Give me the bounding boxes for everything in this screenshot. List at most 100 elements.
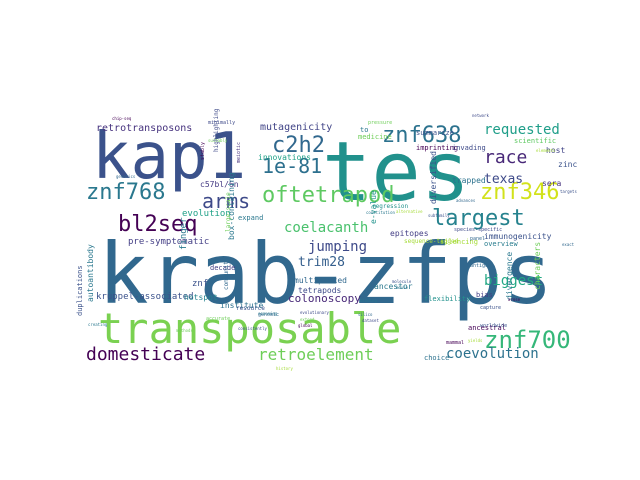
cloud-word: autoantibody (86, 244, 95, 302)
cloud-word: institute (220, 301, 264, 310)
cloud-word: texas (484, 172, 523, 187)
cloud-word: to (360, 126, 368, 134)
cloud-word: host (546, 146, 565, 155)
cloud-word: alternative (396, 209, 423, 214)
cloud-word: requested (484, 122, 560, 138)
cloud-word: yields (468, 338, 483, 343)
cloud-word: species-specific (454, 227, 502, 233)
cloud-word: duplications (76, 265, 84, 316)
cloud-word: exact (562, 242, 575, 247)
cloud-word: meiotic (236, 142, 242, 163)
cloud-word: ancestor (374, 282, 413, 291)
cloud-word: highlighting (213, 108, 220, 152)
cloud-word: epitopes (390, 229, 429, 238)
cloud-word: mutagenicity (260, 122, 332, 133)
cloud-word: largest (432, 206, 525, 231)
cloud-word: trapped (452, 176, 486, 185)
cloud-word: biggest (484, 273, 543, 289)
cloud-word: oftetrapod (262, 183, 394, 208)
cloud-word: stably (200, 142, 206, 160)
cloud-word: coevolution (446, 346, 539, 362)
cloud-word: community (223, 257, 230, 290)
cloud-word: genomic (258, 312, 279, 318)
cloud-word: znf346 (480, 180, 559, 205)
cloud-word: extend (300, 317, 315, 322)
cloud-word: znf (192, 279, 208, 289)
cloud-word: evolution (182, 209, 231, 219)
cloud-word: mouse (396, 285, 409, 290)
cloud-word: scanning (258, 311, 278, 316)
cloud-word: innovations (258, 153, 311, 162)
cloud-word: box-containing (227, 172, 236, 240)
cloud-word: creating (88, 322, 108, 327)
cloud-word: expand (238, 214, 263, 222)
cloud-word: retroelement (258, 345, 374, 364)
cloud-word: antigen (470, 263, 491, 269)
cloud-word: advances (456, 198, 476, 203)
cloud-word: consistently (238, 326, 267, 331)
cloud-word: divergence (505, 252, 514, 300)
cloud-word: genetics (116, 174, 136, 179)
cloud-word: network (472, 113, 489, 118)
cloud-word: large-scale (225, 192, 232, 232)
cloud-word: coelacanth (284, 220, 368, 236)
cloud-word: tetrapods (298, 286, 342, 295)
cloud-word: dataset (362, 318, 379, 323)
cloud-word: worldwide (480, 323, 507, 329)
cloud-word: choice (424, 354, 449, 362)
cloud-word: methods (176, 328, 193, 333)
cloud-word: diversified (429, 151, 438, 204)
cloud-word: characters (533, 242, 542, 290)
cloud-word: znf768 (86, 180, 165, 205)
cloud-word: silencing (440, 238, 478, 246)
cloud-word: race (484, 147, 527, 168)
cloud-word: colonoscopy (288, 292, 361, 305)
cloud-word: panel (470, 236, 485, 242)
cloud-word: resource (236, 305, 265, 312)
cloud-word: mammal (446, 340, 464, 346)
cloud-word: znf700 (484, 326, 571, 354)
cloud-word: pressure (368, 120, 392, 126)
cloud-word: ancestral (468, 324, 506, 332)
cloud-word: transposable (98, 304, 401, 353)
cloud-word: tes (322, 125, 470, 220)
cloud-word: sera (542, 179, 561, 188)
cloud-word: accurate (206, 316, 230, 322)
cloud-word: arms (202, 189, 250, 213)
cloud-word: evolutionary (300, 310, 329, 315)
cloud-word: regression (372, 203, 409, 210)
cloud-word: medicine (358, 133, 392, 141)
cloud-word: targets (560, 189, 577, 194)
cloud-word: summarize (416, 129, 454, 137)
cloud-word: multiplexed (294, 276, 347, 285)
cloud-word: overview (484, 240, 519, 248)
cloud-word: znf638 (382, 123, 461, 148)
cloud-word: bias (476, 291, 493, 299)
cloud-word: scientific (514, 137, 556, 145)
cloud-word: invading (452, 144, 486, 152)
cloud-word: kruppel-associated (96, 292, 194, 302)
cloud-word: domesticate (86, 344, 205, 365)
cloud-word: kap1 (92, 120, 246, 194)
cloud-word: krab-zfps (98, 225, 553, 323)
cloud-word: jumping (308, 239, 367, 255)
cloud-word: pre-symptomatic (128, 237, 209, 247)
cloud-word: c57bl/6n (200, 180, 239, 189)
cloud-word: retrotransposons (96, 123, 192, 134)
cloud-word: bl2seq (118, 212, 197, 237)
cloud-word: trim28 (298, 255, 345, 270)
cloud-word: c2h2 (272, 133, 325, 158)
cloud-word: capture (480, 305, 501, 311)
cloud-word: arose (508, 297, 521, 302)
cloud-word: chip-seq (112, 116, 132, 121)
cloud-word: immunogenicity (484, 232, 552, 241)
cloud-word: decade (210, 264, 235, 272)
cloud-word: silico (358, 312, 373, 317)
cloud-word: zinc (558, 160, 577, 169)
cloud-word: subfamily (428, 213, 450, 218)
cloud-word: finger (179, 217, 189, 250)
cloud-word: suitably (208, 138, 228, 143)
cloud-word: binding (360, 298, 377, 303)
cloud-word: sequence-tagged (404, 238, 459, 245)
